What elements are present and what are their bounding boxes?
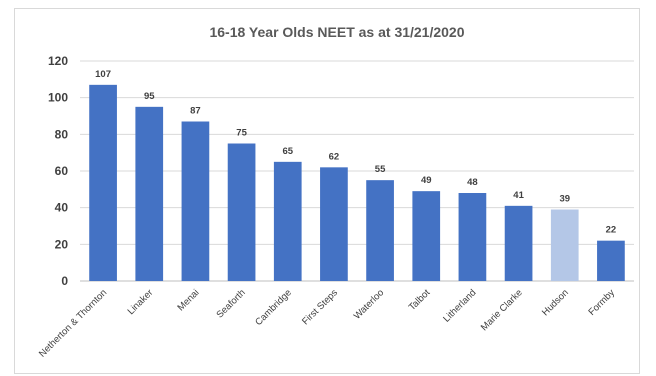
bar [181,121,210,281]
bar [89,84,117,281]
bar [227,143,256,281]
data-label: 65 [282,146,293,157]
bar [320,167,348,281]
x-axis-ticks: Netherton & Thornton Linaker Menai Seaforth… [37,287,617,360]
bar [366,180,394,281]
x-tick-label: Waterloo [352,287,386,321]
data-label: 87 [190,106,201,117]
data-label: 48 [467,177,478,188]
data-label: 22 [606,225,617,236]
data-labels: 107 95 87 75 65 62 55 49 48 41 39 22 [95,69,616,236]
data-label: 107 [95,69,111,80]
bar [135,106,164,281]
bars [89,84,625,281]
data-label: 75 [236,128,247,139]
y-tick-label: 120 [48,54,68,68]
y-tick-label: 20 [55,237,69,251]
x-tick-label: Talbot [407,287,433,313]
x-tick-label: Menai [175,287,201,313]
x-tick-label: Hudson [540,287,571,318]
bar [550,209,579,281]
gridlines [80,60,634,282]
y-tick-label: 80 [55,127,69,141]
x-tick-label: Seaforth [215,287,248,320]
y-axis-ticks: 0 20 40 60 80 100 120 [48,54,68,288]
x-tick-label: Cambridge [253,287,294,328]
data-label: 55 [375,164,386,175]
data-label: 49 [421,175,432,186]
data-label: 62 [329,151,340,162]
data-label: 41 [513,190,524,201]
y-tick-label: 0 [61,274,68,288]
x-tick-label: Litherland [441,287,478,324]
y-tick-label: 40 [55,201,69,215]
bar [412,191,441,281]
bar [458,193,487,281]
x-tick-label: First Steps [300,287,340,327]
data-label: 95 [144,91,155,102]
data-label: 39 [559,194,570,205]
chart-title: 16-18 Year Olds NEET as at 31/21/2020 [209,24,464,40]
x-tick-label: Formby [586,287,617,318]
x-tick-label: Linaker [126,287,156,317]
bar [273,161,302,281]
bar [504,205,533,281]
x-tick-label: Marie Clarke [479,287,525,333]
x-tick-label: Netherton & Thornton [37,287,109,359]
y-tick-label: 100 [48,91,68,105]
y-tick-label: 60 [55,164,69,178]
bar [597,240,625,281]
